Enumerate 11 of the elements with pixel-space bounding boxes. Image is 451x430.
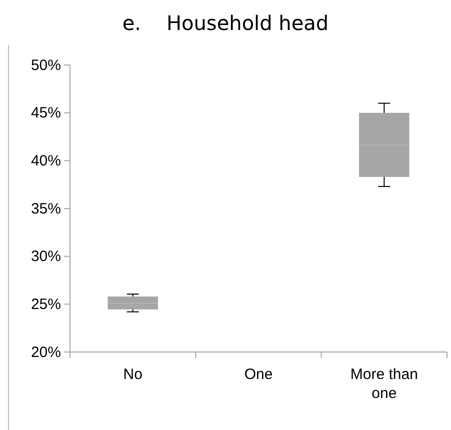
x-tick-label: No — [123, 366, 142, 383]
y-tick-label: 35% — [30, 200, 61, 218]
x-tick-label: More than one — [350, 366, 418, 402]
x-tick-label: One — [244, 366, 273, 383]
chart-title: e. Household head — [122, 11, 329, 35]
y-tick-label: 20% — [30, 344, 61, 361]
y-tick-label: 25% — [30, 296, 61, 313]
y-tick-label: 45% — [30, 104, 61, 122]
y-tick-label: 40% — [30, 152, 61, 170]
y-tick-label: 30% — [30, 248, 61, 266]
y-tick-label: 50% — [30, 56, 61, 74]
